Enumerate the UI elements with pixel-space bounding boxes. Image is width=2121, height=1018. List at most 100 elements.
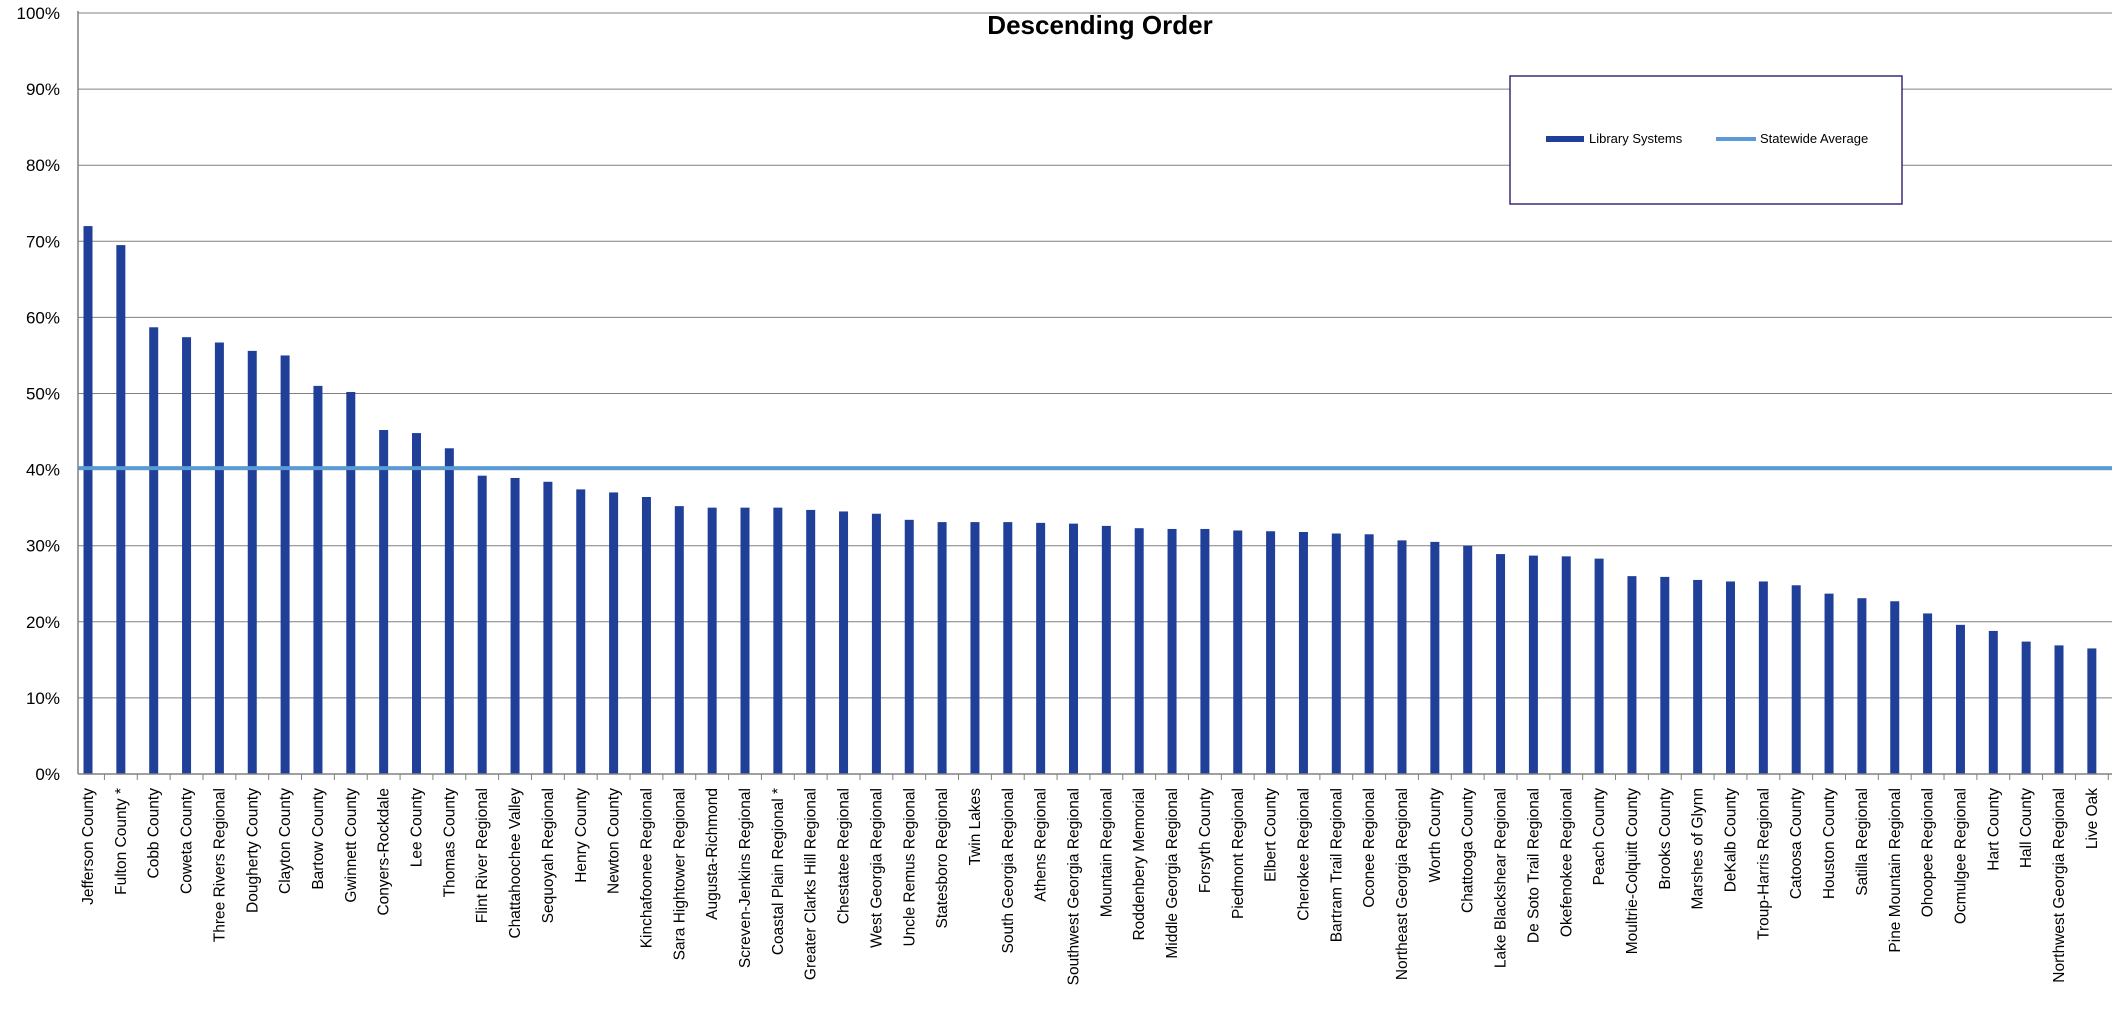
bar (609, 492, 619, 774)
y-tick-label: 10% (26, 689, 60, 708)
x-tick-label: Satilla Regional (1854, 788, 1871, 896)
bar (674, 506, 684, 774)
bar (412, 433, 421, 774)
bar (641, 496, 651, 774)
bar (1134, 528, 1144, 774)
bar (280, 355, 290, 774)
x-tick-label: Three Rivers Regional (211, 788, 228, 942)
bar (1726, 581, 1735, 774)
x-tick-label: Dougherty County (244, 788, 261, 913)
bar (379, 430, 389, 774)
bar (937, 522, 947, 774)
x-tick-label: Northwest Georgia Regional (2051, 788, 2068, 983)
bar (707, 507, 717, 774)
y-tick-label: 90% (26, 80, 60, 99)
x-tick-label: Twin Lakes (967, 788, 984, 866)
bar (1496, 554, 1506, 774)
bar (1693, 579, 1703, 774)
x-tick-label: Conyers-Rockdale (376, 788, 393, 916)
y-axis-tick-labels: 0% 10% 20% 30% 40% 50% 60% 70% 80% 90% 100% (17, 4, 60, 784)
bar (182, 337, 192, 774)
y-tick-label: 40% (26, 461, 60, 480)
bar (1594, 558, 1604, 774)
x-tick-label: Marshes of Glynn (1690, 788, 1707, 909)
bar (1003, 522, 1013, 774)
bar (1660, 576, 1670, 774)
x-tick-label: Newton County (606, 788, 623, 894)
bar (1397, 540, 1407, 774)
y-tick-label: 70% (26, 232, 60, 251)
x-tick-label: Hart County (1985, 788, 2002, 871)
x-tick-label: Moultrie-Colquitt County (1624, 788, 1641, 955)
x-tick-label: Cobb County (146, 788, 163, 879)
y-tick-label: 0% (35, 765, 60, 784)
x-tick-label: Screven-Jenkins Regional (737, 788, 754, 968)
chart-title: Descending Order (987, 10, 1212, 40)
x-tick-label: Live Oak (2084, 788, 2101, 849)
bar (1233, 530, 1243, 774)
bar (543, 481, 553, 774)
bar (2021, 641, 2031, 774)
bar (1988, 630, 1998, 774)
bar (313, 385, 323, 774)
x-tick-label: Oconee Regional (1361, 788, 1378, 908)
x-tick-label: Chestatee Regional (836, 788, 853, 924)
x-tick-label: Coastal Plain Regional * (770, 788, 787, 955)
x-tick-label: Chattahoochee Valley (507, 788, 524, 939)
x-tick-label: Piedmont Regional (1230, 788, 1247, 919)
x-tick-label: Brooks County (1657, 788, 1674, 890)
bar (83, 226, 93, 774)
bar (1824, 593, 1834, 774)
x-tick-label: Fulton County * (113, 788, 130, 895)
bar (773, 507, 783, 774)
y-tick-label: 30% (26, 537, 60, 556)
x-tick-label: Roddenbery Memorial (1131, 788, 1148, 941)
x-tick-label: Statesboro Regional (934, 788, 951, 928)
x-tick-label: Bartow County (310, 788, 327, 890)
bar (116, 245, 126, 775)
y-tick-label: 50% (26, 385, 60, 404)
x-tick-label: Catoosa County (1788, 788, 1805, 899)
bar (1857, 598, 1867, 774)
bar (1758, 581, 1768, 774)
bar (1430, 541, 1440, 774)
x-tick-label: Clayton County (277, 788, 294, 894)
bar (444, 448, 454, 774)
bar (149, 327, 159, 774)
x-tick-label: Bartram Trail Regional (1328, 788, 1345, 942)
x-tick-label: Flint River Regional (474, 788, 491, 923)
x-tick-label: Worth County (1427, 788, 1444, 883)
x-tick-label: Okefenokee Regional (1558, 788, 1575, 937)
x-tick-label: Athens Regional (1033, 788, 1050, 902)
bar (1561, 556, 1571, 774)
x-tick-label: Ohoopee Regional (1920, 788, 1937, 917)
bar (1069, 523, 1078, 774)
bar (1331, 533, 1341, 774)
bar (2087, 648, 2097, 774)
x-tick-label: Henry County (573, 788, 590, 883)
x-tick-label: Kinchafoonee Regional (638, 788, 655, 948)
bar (576, 489, 586, 774)
x-tick-label: Forsyth County (1197, 788, 1214, 893)
x-tick-label: Middle Georgia Regional (1164, 788, 1181, 959)
x-tick-label: Northeast Georgia Regional (1394, 788, 1411, 980)
bar (1101, 525, 1111, 774)
bar (1923, 613, 1933, 774)
bar (1298, 532, 1308, 774)
bar (740, 507, 750, 774)
y-tick-label: 100% (17, 4, 60, 23)
bar (904, 519, 914, 774)
x-tick-label: West Georgia Regional (868, 788, 885, 948)
bar (1036, 522, 1046, 774)
x-tick-label: De Soto Trail Regional (1525, 788, 1542, 943)
bar (1167, 528, 1177, 774)
bar (1890, 601, 1900, 774)
bar (1955, 624, 1965, 774)
x-tick-label: Greater Clarks Hill Regional (803, 788, 820, 980)
x-tick-label: Houston County (1821, 788, 1838, 899)
x-tick-label: Cherokee Regional (1295, 788, 1312, 921)
x-tick-label: Lake Blackshear Regional (1493, 788, 1510, 968)
bar (970, 522, 980, 774)
bar (1791, 585, 1801, 774)
x-tick-label: Mountain Regional (1098, 788, 1115, 917)
